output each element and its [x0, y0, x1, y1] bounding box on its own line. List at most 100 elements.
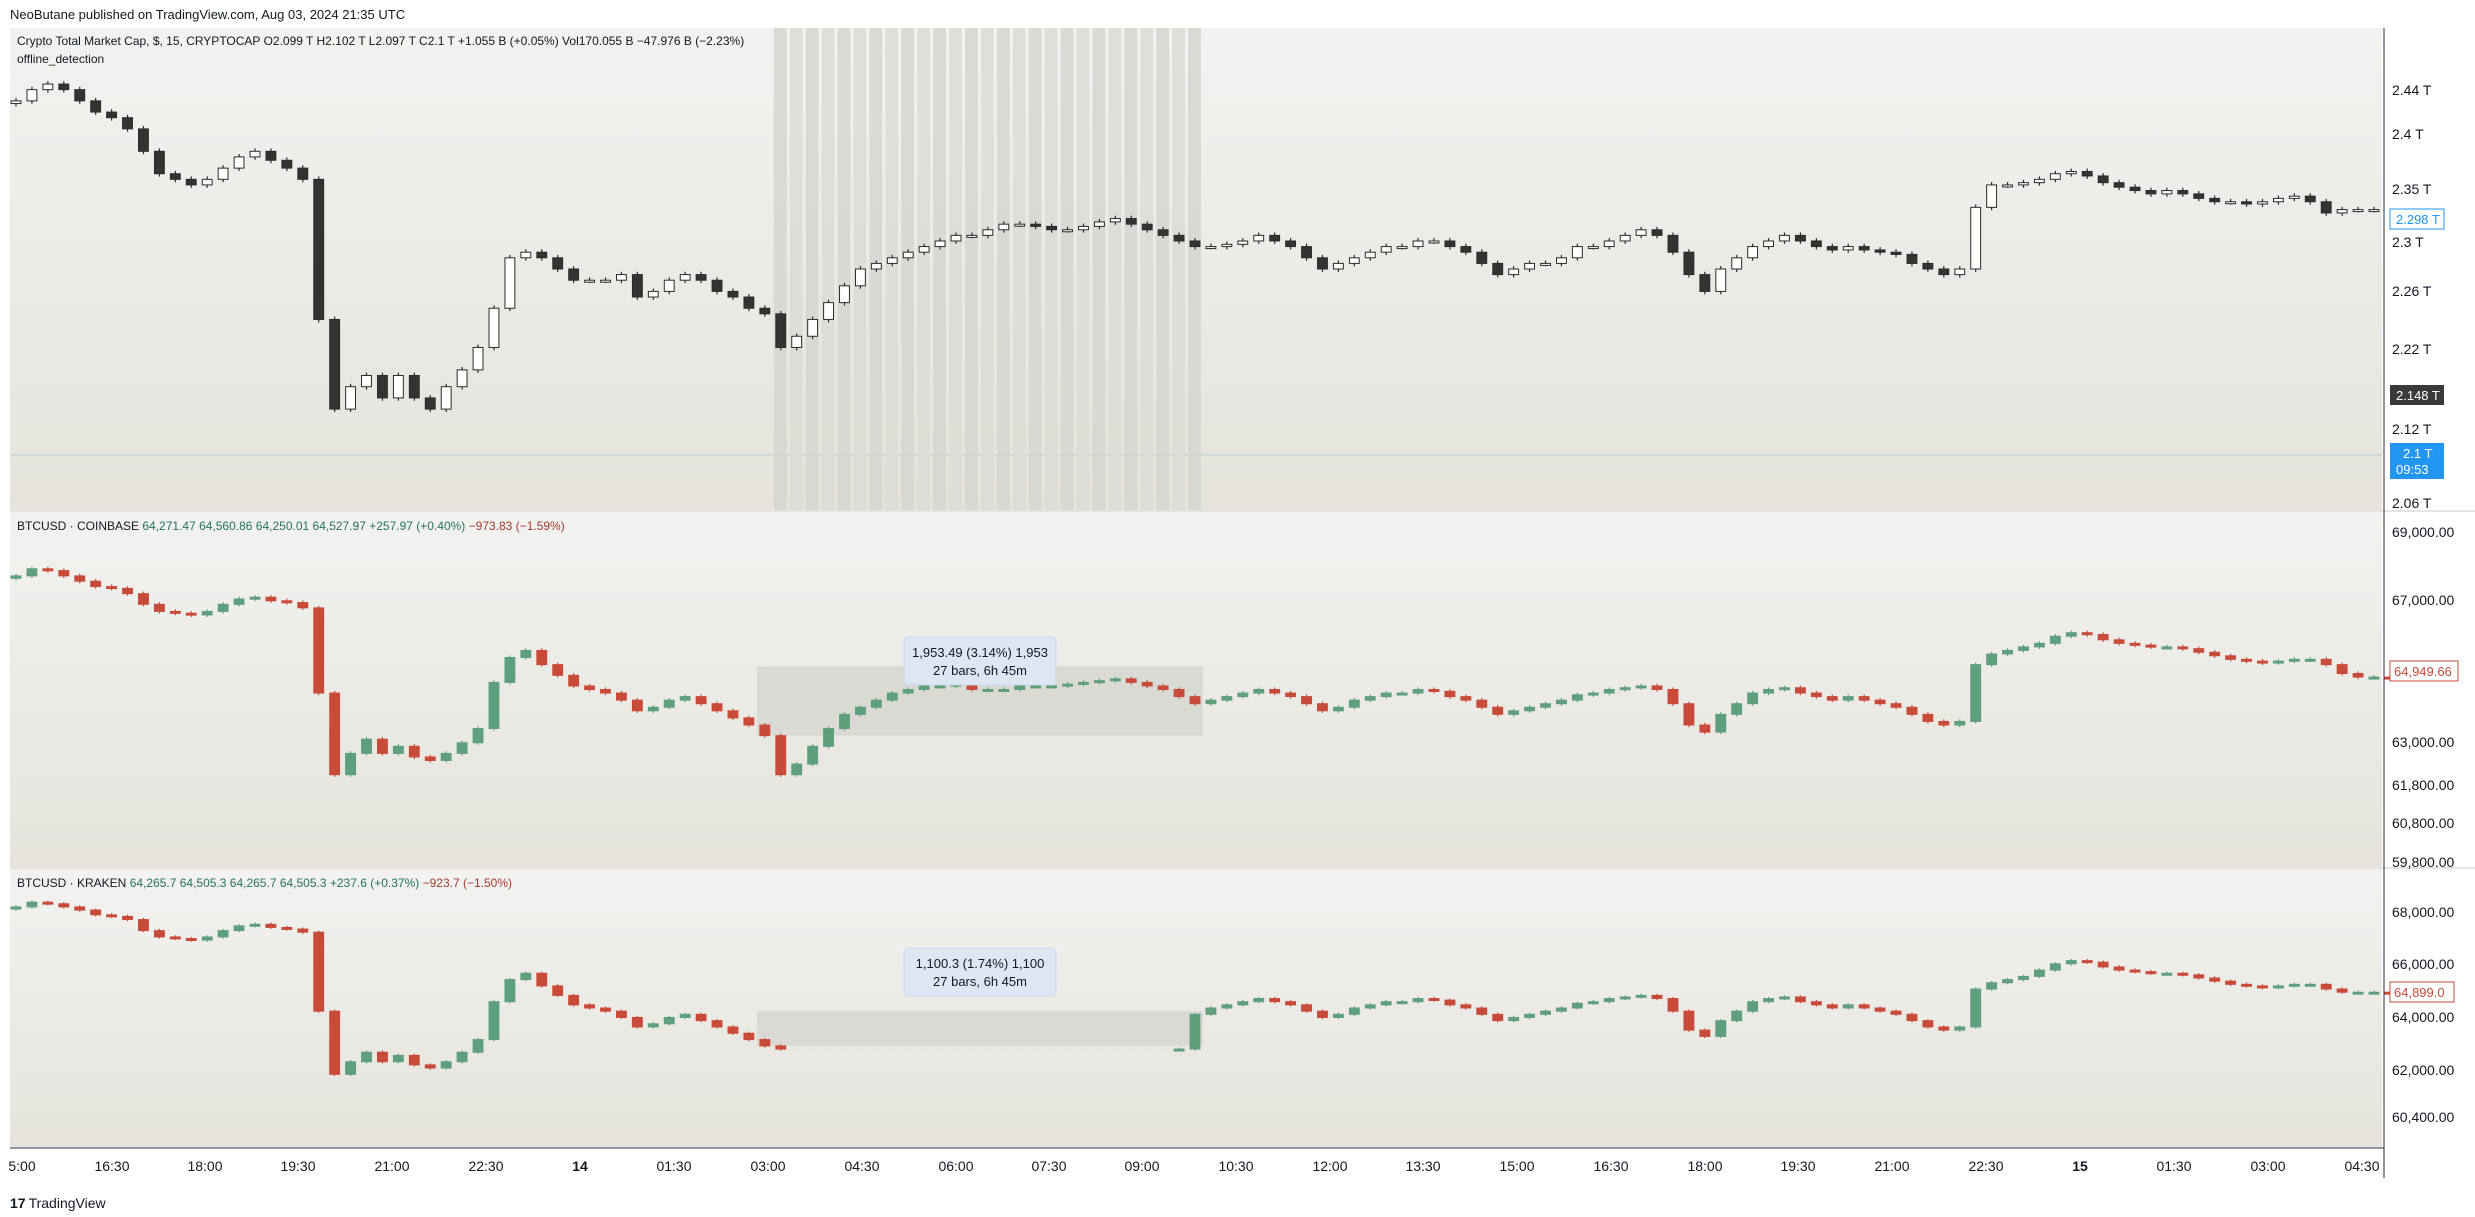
candle-body: [2097, 175, 2109, 184]
time-axis[interactable]: 5:00 16:30 18:00 19:30 21:00 22:30 14 01:30 03:0…: [8, 1158, 2379, 1174]
candle-body: [201, 936, 213, 941]
coinbase-legend: BTCUSD · COINBASE 64,271.47 64,560.86 64…: [17, 519, 565, 533]
time-tick-label: 22:30: [468, 1158, 503, 1174]
candle-body: [1269, 234, 1281, 242]
candle-body: [2002, 184, 2013, 188]
candle-body: [1237, 1001, 1249, 1006]
candle-body: [106, 914, 118, 918]
candle-body: [408, 1054, 420, 1066]
candle-body: [2049, 963, 2061, 971]
candle-body: [679, 696, 691, 701]
candle-body: [2304, 195, 2316, 203]
candle-body: [90, 909, 102, 916]
time-tick-label: 21:00: [1874, 1158, 1909, 1174]
candle-body: [265, 923, 277, 928]
pane-background-kraken[interactable]: [10, 869, 2382, 1147]
candle-body: [918, 246, 930, 253]
candle-body: [1476, 699, 1488, 708]
price-tick-label: 62,000.00: [2392, 1062, 2454, 1078]
candle-body: [1986, 184, 1998, 208]
candle-body: [1428, 689, 1440, 692]
price-tick-label: 68,000.00: [2392, 904, 2454, 920]
offline-bar-marker: [917, 28, 931, 510]
offline-bar-marker: [949, 28, 962, 510]
candle-body: [472, 728, 484, 744]
candle-body: [1428, 998, 1440, 1002]
candle-body: [1810, 1001, 1822, 1006]
candle-body: [2257, 660, 2268, 664]
candle-body: [1858, 1004, 1870, 1009]
candle-body: [1683, 251, 1695, 276]
candle-body: [1890, 703, 1902, 708]
candle-body: [791, 335, 803, 348]
time-tick-label: 22:30: [1968, 1158, 2003, 1174]
candle-body: [472, 346, 484, 371]
candle-body: [377, 738, 388, 754]
candle-body: [1986, 982, 1998, 990]
candle-body: [966, 234, 978, 238]
candle-body: [1508, 268, 1520, 276]
candle-body: [1221, 243, 1233, 248]
candle-body: [1237, 240, 1249, 245]
candle-body: [2033, 642, 2045, 648]
candle-body: [1253, 234, 1265, 242]
candle-body: [1890, 251, 1902, 255]
candle-body: [1731, 257, 1743, 270]
time-tick-label: 15: [2072, 1158, 2088, 1174]
candle-body: [1779, 687, 1790, 691]
candle-body: [1508, 710, 1520, 715]
kraken-measure-label[interactable]: [903, 947, 1057, 997]
candle-body: [2177, 972, 2189, 976]
tradingview-logo[interactable]: 17 TradingView: [10, 1195, 106, 1211]
candle-body: [552, 257, 564, 270]
measure-range-box[interactable]: [756, 1011, 1203, 1046]
candle-body: [647, 706, 659, 712]
time-tick-label: 01:30: [2156, 1158, 2191, 1174]
candle-body: [1954, 268, 1966, 276]
candle-body: [1460, 696, 1472, 701]
candle-body: [520, 649, 532, 659]
price-tick-label: 60,800.00: [2392, 815, 2454, 831]
candle-body: [1285, 692, 1297, 698]
candle-body: [1380, 1001, 1392, 1006]
candle-body: [504, 257, 516, 309]
candle-body: [2002, 979, 2013, 984]
candle-body: [1810, 692, 1822, 698]
offline-bar-marker: [773, 28, 787, 510]
candle-body: [1651, 685, 1663, 691]
candle-body: [424, 397, 436, 410]
candle-body: [1571, 246, 1583, 259]
candle-body: [1587, 692, 1599, 696]
candle-body: [2113, 966, 2125, 971]
candle-body: [185, 612, 197, 616]
price-axis[interactable]: 2.44 T2.4 T2.35 T2.3 T2.26 T2.22 T2.18 T…: [2389, 82, 2459, 1125]
candle-body: [663, 1016, 675, 1025]
candle-body: [1587, 1001, 1599, 1005]
candle-body: [2352, 209, 2364, 213]
candle-body: [839, 713, 850, 730]
candle-body: [1014, 685, 1026, 691]
price-tick-label: 2.06 T: [2392, 495, 2432, 511]
candle-body: [1508, 1016, 1520, 1022]
candle-body: [2257, 985, 2268, 989]
candle-body: [1046, 225, 1058, 231]
candle-body: [456, 369, 468, 388]
candle-body: [2129, 642, 2141, 646]
candle-body: [1078, 681, 1089, 685]
offline-bar-marker: [1124, 28, 1138, 510]
candle-body: [297, 928, 309, 933]
candle-body: [408, 374, 420, 399]
candle-body: [42, 568, 54, 572]
candle-body: [1619, 234, 1631, 242]
candle-body: [1986, 653, 1998, 666]
candle-body: [1890, 1010, 1902, 1015]
candle-body: [2336, 664, 2348, 675]
candle-body: [1906, 706, 1918, 715]
candle-body: [153, 150, 165, 175]
candle-body: [281, 926, 293, 930]
chart-canvas[interactable]: Crypto Total Market Cap, $, 15, CRYPTOCA…: [0, 28, 2475, 1188]
candle-body: [1444, 240, 1456, 248]
coinbase-price-tag-text: 64,949.66: [2394, 664, 2452, 679]
coinbase-measure-label[interactable]: [903, 636, 1057, 686]
candle-body: [1093, 221, 1105, 227]
